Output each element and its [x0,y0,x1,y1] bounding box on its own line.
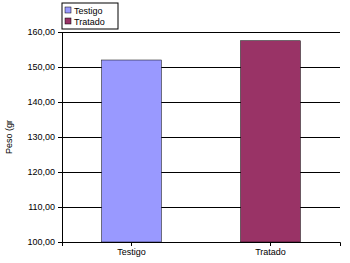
legend-label: Tratado [74,17,105,27]
y-tick: 110,00 [28,202,62,212]
tick-label: 110,00 [28,202,55,212]
tick-label: 130,00 [27,132,55,142]
plot: 100,00 110,00 120,00 130,00 140,00 150,00 160,… [27,27,340,257]
y-axis: 100,00 110,00 120,00 130,00 140,00 150,00 160,… [27,27,62,247]
legend-box [62,3,118,29]
legend-swatch [65,7,71,13]
tick-label: 100,00 [27,237,55,247]
tick-label: Testigo [117,247,146,257]
tick-mark [58,207,62,208]
chart: 100,00 110,00 120,00 130,00 140,00 150,00 160,… [0,0,350,263]
grid-line [62,32,340,33]
tick-mark [58,172,62,173]
x-axis: Testigo Tratado [63,242,341,257]
tick-label: Tratado [255,247,286,257]
bar [102,60,162,242]
legend-swatch [65,18,71,24]
legend-label: Testigo [74,6,103,16]
tick-mark [58,137,62,138]
x-tick: Testigo [117,242,146,257]
y-axis-title: Peso (gr [4,120,14,154]
tick-mark [58,32,62,33]
y-tick: 150,00 [27,62,62,72]
x-tick: Tratado [255,242,286,257]
bars [102,41,301,242]
grid [62,32,340,242]
tick-label: 120,00 [27,167,55,177]
tick-label: 140,00 [27,97,55,107]
y-tick: 160,00 [27,27,62,37]
tick-mark [270,242,271,246]
y-tick: 130,00 [27,132,62,142]
bar [241,41,301,242]
axis-line [58,33,63,243]
legend: TestigoTratado [62,3,118,29]
tick-mark [131,242,132,246]
tick-label: 160,00 [27,27,55,37]
tick-mark [58,67,62,68]
tick-mark [58,242,62,243]
axis-line [63,243,341,247]
y-tick: 100,00 [27,237,62,247]
y-tick: 140,00 [27,97,62,107]
tick-mark [58,102,62,103]
y-tick: 120,00 [27,167,62,177]
tick-label: 150,00 [27,62,55,72]
